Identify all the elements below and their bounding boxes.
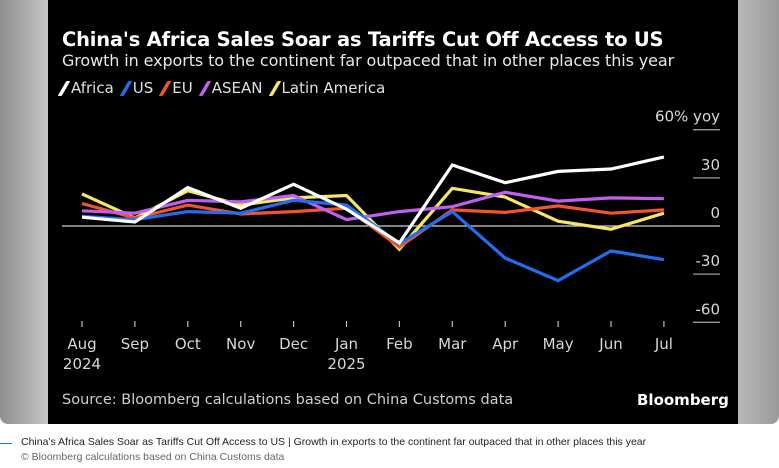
series-line-asean	[81, 190, 664, 222]
y-tick-label: -60	[696, 300, 721, 318]
x-tick-label: Jun	[598, 335, 622, 353]
series-line-latin-america	[81, 186, 665, 252]
x-tick-label: Nov	[226, 335, 255, 353]
legend-label: Latin America	[281, 79, 386, 97]
legend-item: Latin America	[268, 79, 386, 97]
x-tick-label: Feb	[386, 335, 413, 353]
x-tick-label: Oct	[175, 335, 201, 353]
legend-label: ASEAN	[211, 79, 263, 97]
legend-item: Africa	[57, 79, 114, 97]
series-line-africa	[81, 155, 665, 246]
x-tick-label: Aug	[67, 335, 96, 353]
legend-item: EU	[158, 79, 193, 97]
x-tick-label: Dec	[279, 335, 308, 353]
line-chart: 60% yoy 30 0 -30 -60 Aug 2024 Sep Oct Nov Dec Jan 20…	[62, 108, 721, 373]
image-caption: China's Africa Sales Soar as Tariffs Cut…	[21, 436, 647, 448]
x-tick-year-label: 2024	[63, 355, 101, 373]
x-tick-label: Jul	[654, 335, 673, 353]
legend-item: US	[119, 79, 154, 97]
legend-label: US	[132, 79, 154, 97]
x-tick-label: May	[543, 335, 574, 353]
x-tick-year-label: 2025	[327, 355, 365, 373]
legend-label: Africa	[71, 79, 114, 97]
legend-label: EU	[172, 79, 193, 97]
bloomberg-logo: Bloomberg	[637, 391, 729, 409]
y-tick-label: -30	[696, 252, 721, 270]
image-credit: © Bloomberg calculations based on China …	[21, 451, 285, 463]
series-line-us	[81, 198, 665, 283]
x-tick-label: Sep	[121, 335, 149, 353]
x-tick-label: Mar	[438, 335, 467, 353]
caption-accent-line	[0, 443, 12, 444]
y-tick-label: 30	[701, 156, 720, 174]
legend-item: ASEAN	[198, 79, 263, 97]
y-tick-label: 60% yoy	[655, 108, 720, 126]
x-tick-label: Jan	[334, 335, 358, 353]
chart-subtitle: Growth in exports to the continent far o…	[62, 51, 675, 70]
chart-legend: Africa US EU ASEAN Latin America	[57, 79, 386, 97]
chart-source: Source: Bloomberg calculations based on …	[62, 392, 514, 408]
chart-title: China's Africa Sales Soar as Tariffs Cut…	[62, 28, 664, 51]
y-tick-label: 0	[710, 204, 720, 222]
x-tick-label: Apr	[492, 335, 519, 353]
